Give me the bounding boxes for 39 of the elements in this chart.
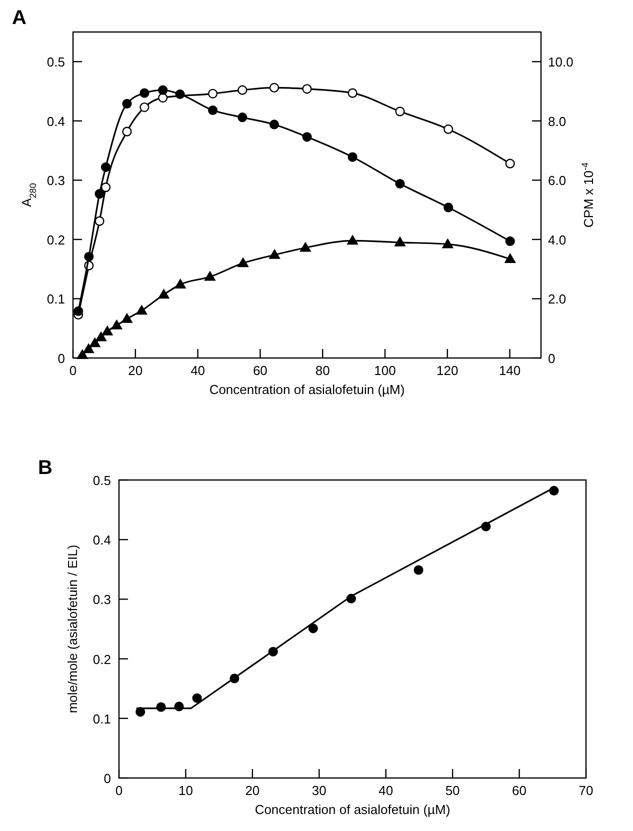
x-tick-label: 0 [69, 363, 77, 378]
y2-tick-label: 2.0 [548, 292, 566, 307]
x-tick-label: 80 [315, 363, 330, 378]
x-tick-label: 30 [312, 783, 326, 798]
x-tick-label: 60 [252, 363, 268, 378]
y2-tick-label: 4.0 [548, 232, 566, 248]
y-tick-label: 0.1 [92, 711, 111, 726]
x-axis-title: Concentration of asialofetuin (µM) [209, 382, 405, 397]
y-tick-label: 0.3 [92, 592, 111, 608]
x-tick-label: 40 [190, 363, 206, 378]
y2-tick-label: 0 [548, 351, 556, 366]
x-tick-label: 40 [378, 783, 394, 798]
x-tick-label: 20 [245, 783, 260, 798]
y2-tick-label: 8.0 [548, 114, 566, 129]
y-axis-title: mole/mole (asialofetuin / EIL) [65, 544, 80, 714]
x-tick-label: 50 [445, 783, 460, 798]
y-tick-label: 0.1 [46, 292, 65, 307]
x-tick-label: 100 [374, 363, 396, 378]
x-tick-label: 120 [436, 363, 458, 378]
y-tick-label: 0.5 [46, 54, 65, 70]
y-tick-label: 0 [104, 771, 111, 786]
y-tick-label: 0.3 [46, 173, 65, 188]
y2-tick-label: 10.0 [548, 54, 574, 70]
x-tick-label: 60 [512, 783, 527, 798]
y-tick-label: 0.2 [46, 232, 65, 248]
y-tick-label: 0.5 [92, 473, 111, 488]
y-tick-label: 0.4 [46, 114, 65, 129]
x-tick-label: 10 [178, 783, 193, 798]
x-tick-label: 0 [115, 783, 123, 798]
x-axis-title: Concentration of asialofetuin (µM) [254, 802, 450, 817]
chart-title: B [38, 457, 52, 479]
y2-tick-label: 6.0 [548, 173, 566, 188]
x-tick-label: 70 [578, 783, 594, 798]
x-tick-label: 140 [498, 363, 521, 378]
chart-title: A [12, 7, 26, 29]
x-tick-label: 20 [128, 363, 143, 378]
y-tick-label: 0.2 [92, 652, 111, 667]
y-tick-label: 0.4 [92, 532, 111, 548]
y-tick-label: 0 [58, 351, 65, 366]
